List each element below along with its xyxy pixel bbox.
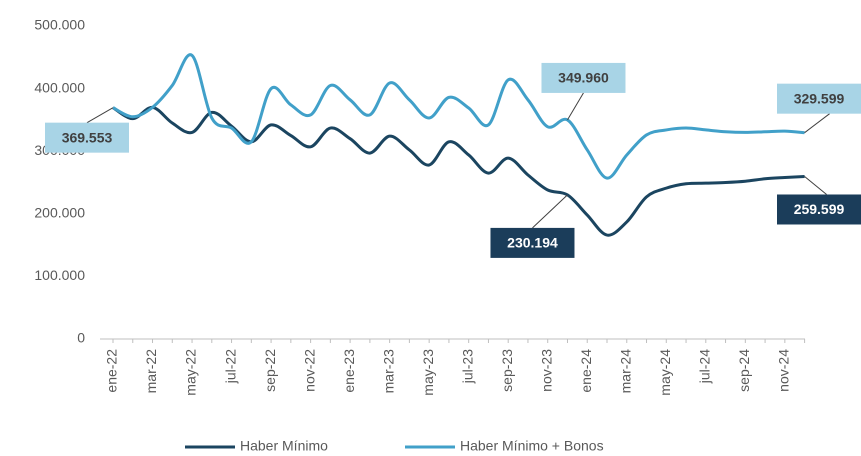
data-label-box	[777, 194, 861, 225]
x-tick-label: ene-22	[104, 349, 120, 393]
data-label-box	[541, 62, 626, 93]
legend-label: Haber Mínimo	[240, 438, 328, 454]
legend-label: Haber Mínimo + Bonos	[460, 438, 604, 454]
data-label: 230.194	[507, 235, 558, 251]
x-tick-label: mar-23	[380, 349, 396, 394]
x-tick-label: mar-24	[617, 349, 633, 394]
y-tick-label: 100.000	[34, 267, 85, 283]
data-label-box	[777, 83, 861, 114]
x-tick-label: jul-22	[222, 349, 238, 384]
x-tick-label: may-22	[183, 349, 199, 396]
data-label-box	[490, 227, 575, 258]
data-label: 329.599	[794, 90, 845, 106]
x-tick-label: jul-23	[459, 349, 475, 384]
x-tick-label: ene-23	[341, 349, 357, 393]
label-leader	[86, 107, 114, 124]
x-tick-label: jul-24	[697, 349, 713, 384]
y-tick-label: 200.000	[34, 205, 85, 221]
series-line	[112, 53, 805, 180]
label-leader	[532, 194, 568, 229]
x-tick-label: mar-22	[143, 349, 159, 394]
x-tick-label: nov-23	[538, 349, 554, 392]
label-leader	[567, 92, 584, 121]
y-tick-label: 400.000	[34, 79, 85, 95]
x-tick-label: sep-22	[262, 349, 278, 392]
data-label: 259.599	[794, 201, 845, 217]
data-label: 369.553	[62, 129, 113, 145]
label-leader	[804, 176, 827, 195]
x-tick-label: may-24	[657, 349, 673, 396]
label-leader	[804, 113, 830, 134]
x-tick-label: may-23	[420, 349, 436, 396]
series-line	[112, 105, 805, 237]
x-tick-label: sep-23	[499, 349, 515, 392]
y-tick-label: 0	[77, 330, 85, 346]
x-tick-label: nov-22	[301, 349, 317, 392]
x-tick-label: nov-24	[776, 349, 792, 392]
data-label-box	[45, 122, 129, 153]
y-tick-label: 500.000	[34, 17, 85, 33]
x-tick-label: ene-24	[578, 349, 594, 393]
data-label: 349.960	[558, 70, 609, 86]
x-tick-label: sep-24	[736, 349, 752, 392]
